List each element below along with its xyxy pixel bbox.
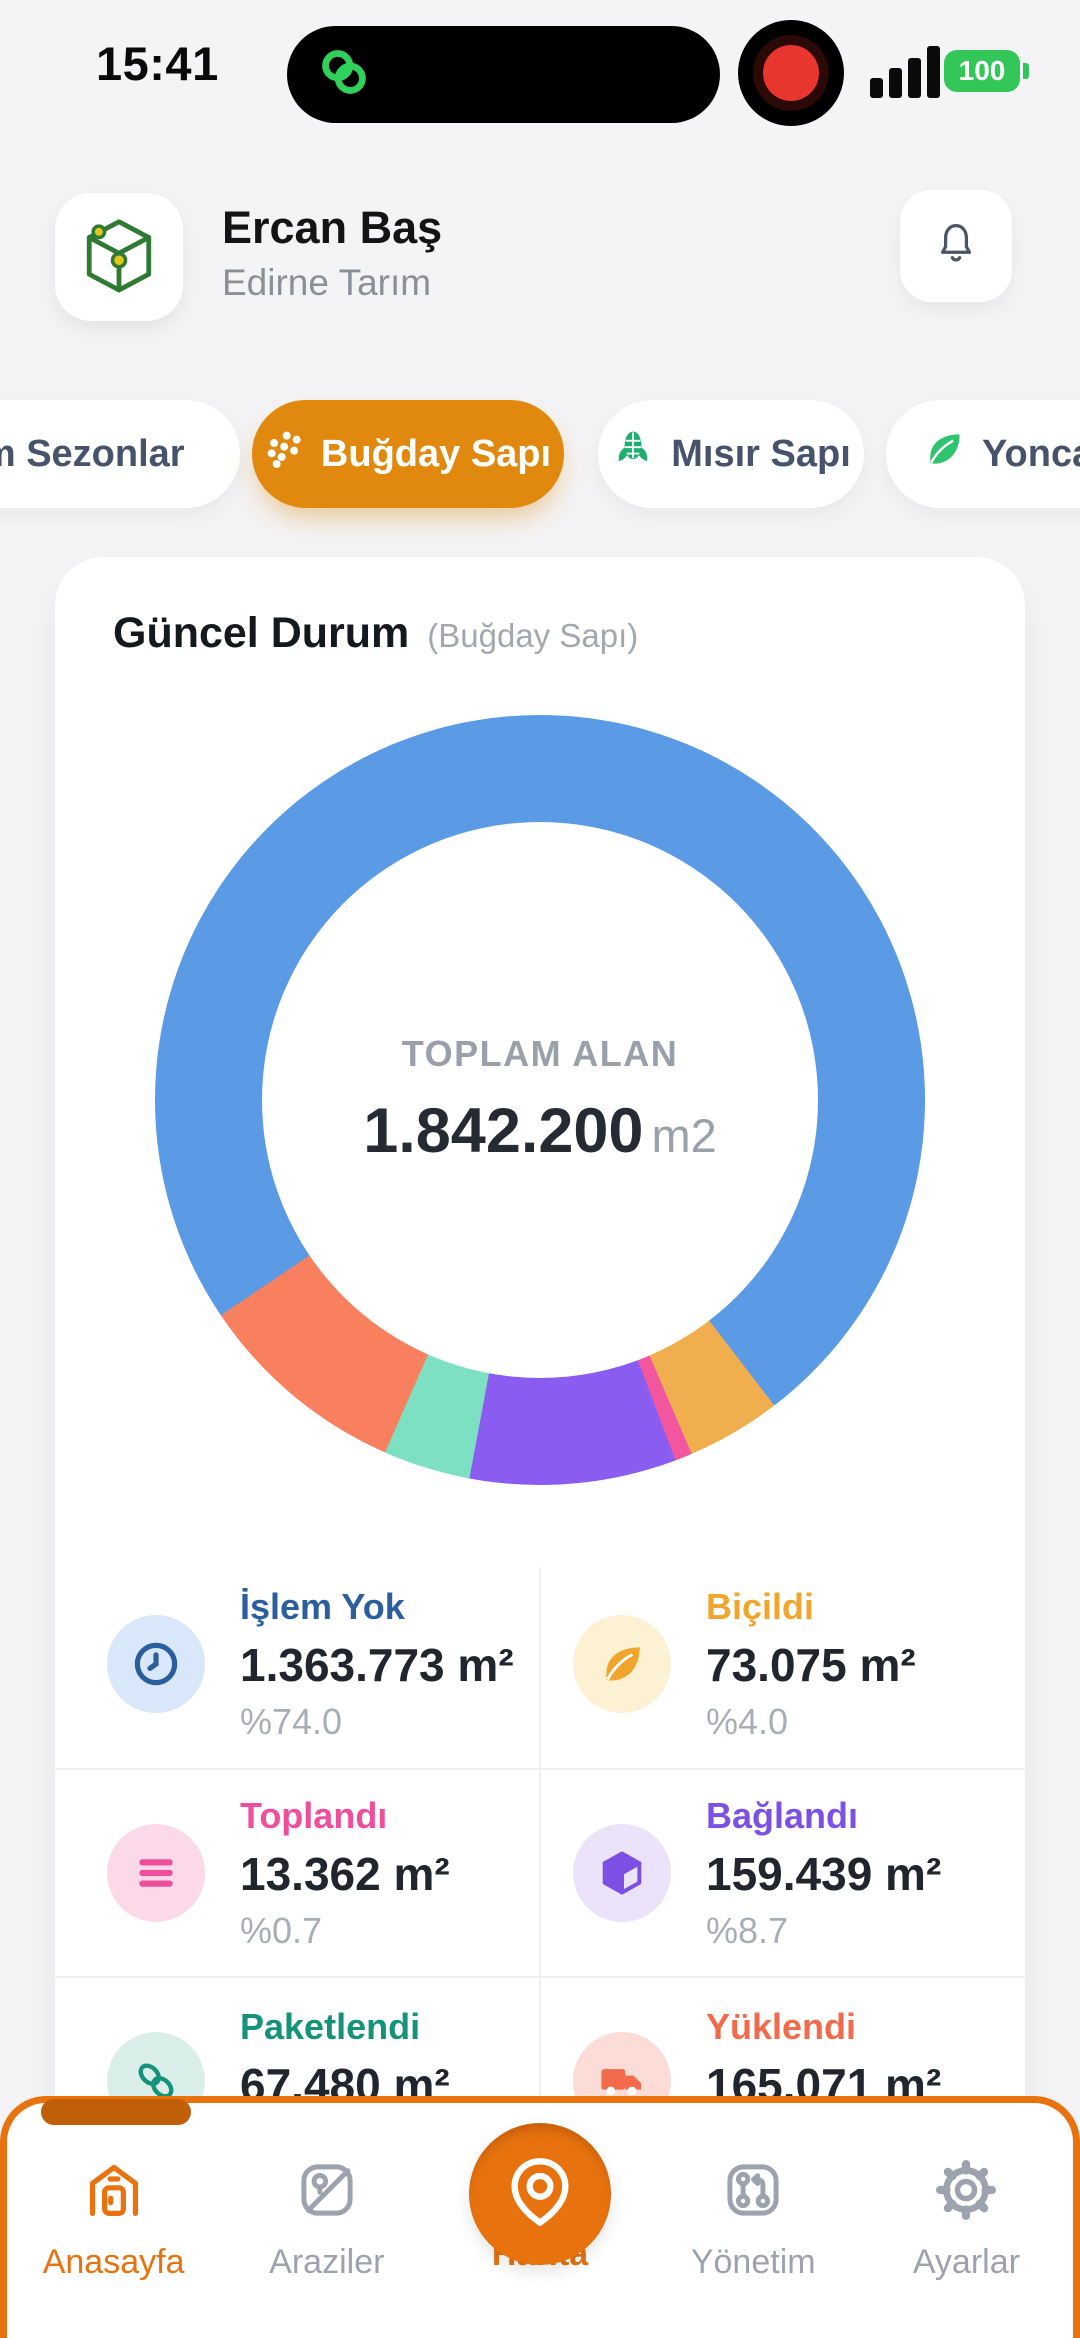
clock-icon: [107, 1615, 205, 1713]
stats-vertical-divider: [539, 1567, 541, 2112]
nav-item-harita[interactable]: Harita: [433, 2103, 646, 2338]
nav-progress-pill: [41, 2099, 191, 2125]
nav-item-araziler[interactable]: Araziler: [220, 2103, 433, 2338]
wheat-grains-icon: [265, 429, 305, 479]
location-pin-icon: [500, 2152, 580, 2237]
status-bar: 15:41 100: [0, 0, 1080, 150]
season-filter-chips: Tüm Sezonlar Buğday Sapı: [0, 400, 1080, 520]
active-link-icon: [287, 45, 371, 104]
chip-label: Tüm Sezonlar: [0, 432, 185, 475]
workflow-icon: [720, 2155, 786, 2225]
nav-label: Yönetim: [690, 2243, 816, 2281]
chip-label: Mısır Sapı: [671, 432, 851, 475]
barn-home-icon: [81, 2155, 147, 2225]
donut-center-label: TOPLAM ALAN: [401, 1033, 679, 1074]
chip-tum-sezonlar[interactable]: Tüm Sezonlar: [0, 400, 240, 508]
gear-icon: [933, 2155, 999, 2225]
nav-item-anasayfa[interactable]: Anasayfa: [7, 2103, 220, 2338]
card-title-row: Güncel Durum (Buğday Sapı): [113, 609, 638, 658]
total-area-number: 1.842.200: [363, 1096, 644, 1166]
rows-icon: [107, 1824, 205, 1922]
donut-chart: TOPLAM ALAN 1.842.200 m2: [155, 715, 925, 1485]
cellular-signal-icon: [870, 44, 940, 98]
stat-toplandi: Toplandı 13.362 m² %0.7: [55, 1770, 540, 1976]
card-subtitle: (Buğday Sapı): [427, 617, 639, 654]
status-stats-grid: İşlem Yok 1.363.773 m² %74.0 Biçildi: [55, 1560, 1025, 2184]
user-organization: Edirne Tarım: [222, 262, 432, 303]
total-area-unit: m2: [651, 1109, 717, 1162]
stat-islem-yok: İşlem Yok 1.363.773 m² %74.0: [55, 1560, 540, 1768]
stats-row-2: Toplandı 13.362 m² %0.7 Bağland: [55, 1768, 1025, 1976]
nav-item-ayarlar[interactable]: Ayarlar: [860, 2103, 1073, 2338]
screen-recording-indicator: [738, 20, 844, 126]
stat-baglandi: Bağlandı 159.439 m² %8.7: [540, 1770, 1025, 1976]
leaf-icon: [922, 427, 966, 481]
leaf-icon: [573, 1615, 671, 1713]
cube-seed-logo-icon: [77, 213, 161, 302]
current-status-card: Güncel Durum (Buğday Sapı) TOPLAM ALAN 1…: [55, 557, 1025, 2237]
record-dot-icon: [763, 45, 819, 101]
app-logo: [55, 193, 183, 321]
notifications-button[interactable]: [900, 190, 1012, 302]
card-title: Güncel Durum: [113, 609, 410, 657]
nav-label: Ayarlar: [912, 2243, 1020, 2281]
stat-bicildi: Biçildi 73.075 m² %4.0: [540, 1560, 1025, 1768]
donut-total-value: 1.842.200 m2: [363, 1095, 717, 1167]
battery-indicator: 100: [944, 50, 1029, 92]
nav-item-yonetim[interactable]: Yönetim: [647, 2103, 860, 2338]
chip-yonca[interactable]: Yonca: [886, 400, 1080, 508]
nav-label: Araziler: [269, 2243, 385, 2281]
corn-icon: [611, 427, 655, 481]
clock-time: 15:41: [96, 37, 219, 90]
chip-label: Yonca: [982, 432, 1080, 475]
chip-bugday-sapi[interactable]: Buğday Sapı: [252, 400, 564, 508]
donut-hole: TOPLAM ALAN 1.842.200 m2: [262, 822, 818, 1378]
dynamic-island: [287, 26, 720, 123]
stats-row-1: İşlem Yok 1.363.773 m² %74.0 Biçildi: [55, 1560, 1025, 1768]
cube-icon: [573, 1824, 671, 1922]
nav-label: Anasayfa: [42, 2243, 185, 2281]
bottom-navigation: Anasayfa Araziler: [0, 2096, 1080, 2338]
user-name: Ercan Baş: [222, 202, 443, 253]
bell-icon: [930, 218, 982, 275]
map-center-button[interactable]: [469, 2123, 611, 2265]
chip-label: Buğday Sapı: [320, 432, 552, 475]
chip-misir-sapi[interactable]: Mısır Sapı: [598, 400, 864, 508]
map-pin-square-icon: [294, 2155, 360, 2225]
